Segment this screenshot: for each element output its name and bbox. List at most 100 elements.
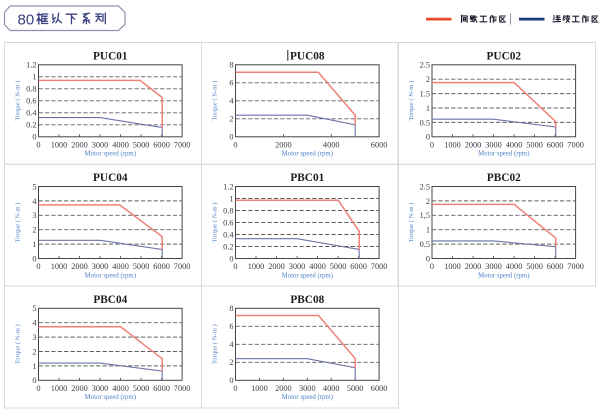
svg-text:6000: 6000	[547, 140, 564, 149]
svg-text:Torque ( N-m ): Torque ( N-m )	[14, 202, 21, 242]
svg-text:Motor speed (rpm): Motor speed (rpm)	[85, 151, 136, 158]
svg-text:0: 0	[430, 262, 434, 271]
svg-text:PBC04: PBC04	[93, 294, 127, 306]
svg-text:Torque ( N-m ): Torque ( N-m )	[211, 202, 218, 242]
svg-text:5000: 5000	[526, 262, 543, 271]
svg-text:3000: 3000	[92, 140, 109, 149]
svg-text:6000: 6000	[350, 262, 367, 271]
svg-text:5000: 5000	[330, 262, 347, 271]
svg-text:0: 0	[229, 376, 233, 385]
svg-text:0.8: 0.8	[223, 206, 233, 215]
svg-text:2: 2	[229, 115, 233, 124]
svg-text:Torque ( N-m ): Torque ( N-m )	[14, 81, 21, 121]
svg-text:4000: 4000	[112, 384, 129, 393]
svg-text:3000: 3000	[92, 384, 109, 393]
svg-text:6000: 6000	[153, 384, 170, 393]
svg-text:1.5: 1.5	[420, 90, 430, 99]
svg-text:6000: 6000	[371, 384, 388, 393]
svg-text:PUC01: PUC01	[93, 50, 128, 62]
svg-text:6000: 6000	[153, 262, 170, 271]
svg-text:1: 1	[229, 194, 233, 203]
svg-text:Torque ( N-m ): Torque ( N-m )	[211, 81, 218, 121]
svg-text:3000: 3000	[299, 384, 316, 393]
svg-text:7000: 7000	[174, 262, 191, 271]
svg-text:4000: 4000	[323, 384, 340, 393]
svg-text:4: 4	[229, 97, 234, 106]
svg-text:Motor speed (rpm): Motor speed (rpm)	[85, 394, 136, 401]
svg-text:PUC08: PUC08	[290, 50, 325, 62]
svg-text:2000: 2000	[275, 140, 292, 149]
svg-text:0: 0	[32, 376, 36, 385]
svg-text:6: 6	[229, 79, 233, 88]
svg-text:2: 2	[229, 358, 233, 367]
svg-text:PBC08: PBC08	[290, 294, 324, 306]
svg-text:0: 0	[430, 140, 434, 149]
svg-text:2000: 2000	[275, 384, 292, 393]
svg-text:Motor speed (rpm): Motor speed (rpm)	[478, 151, 529, 158]
svg-text:2000: 2000	[268, 262, 285, 271]
svg-text:Torque ( N-m ): Torque ( N-m )	[408, 202, 415, 242]
svg-text:0: 0	[233, 262, 237, 271]
svg-text:5000: 5000	[133, 384, 150, 393]
svg-text:0.5: 0.5	[420, 118, 430, 127]
svg-text:1000: 1000	[251, 384, 268, 393]
svg-text:1000: 1000	[444, 262, 461, 271]
svg-text:0: 0	[36, 140, 40, 149]
svg-text:3000: 3000	[289, 262, 306, 271]
svg-text:0: 0	[233, 140, 237, 149]
svg-text:0: 0	[233, 384, 237, 393]
svg-text:1: 1	[32, 240, 36, 249]
svg-text:7000: 7000	[174, 140, 191, 149]
svg-text:2: 2	[32, 226, 36, 235]
svg-text:7000: 7000	[567, 262, 584, 271]
svg-text:0: 0	[32, 133, 36, 142]
svg-text:1: 1	[32, 362, 36, 371]
svg-text:2: 2	[32, 347, 36, 356]
svg-text:PBC01: PBC01	[290, 172, 324, 184]
svg-text:4000: 4000	[506, 140, 523, 149]
svg-text:5000: 5000	[526, 140, 543, 149]
svg-text:5: 5	[32, 304, 36, 313]
svg-text:PUC02: PUC02	[487, 50, 522, 62]
svg-text:3000: 3000	[485, 262, 502, 271]
svg-text:0: 0	[426, 254, 430, 263]
svg-text:0: 0	[229, 133, 233, 142]
svg-text:6000: 6000	[371, 140, 388, 149]
svg-text:2000: 2000	[465, 262, 482, 271]
svg-text:2000: 2000	[71, 384, 88, 393]
svg-text:6000: 6000	[153, 140, 170, 149]
svg-text:Torque ( N-m ): Torque ( N-m )	[408, 81, 415, 121]
svg-text:3: 3	[32, 211, 36, 220]
svg-text:7000: 7000	[174, 384, 191, 393]
svg-text:5000: 5000	[347, 384, 364, 393]
svg-text:4000: 4000	[112, 262, 129, 271]
svg-text:0: 0	[32, 254, 36, 263]
svg-text:PUC04: PUC04	[93, 172, 128, 184]
svg-text:1: 1	[426, 226, 430, 235]
svg-text:80: 80	[18, 11, 35, 28]
svg-text:2000: 2000	[71, 262, 88, 271]
svg-text:0.4: 0.4	[26, 109, 37, 118]
svg-text:7000: 7000	[371, 262, 388, 271]
svg-text:0: 0	[426, 133, 430, 142]
svg-text:2000: 2000	[71, 140, 88, 149]
svg-text:Torque ( N-m ): Torque ( N-m )	[14, 324, 21, 364]
svg-text:2000: 2000	[465, 140, 482, 149]
svg-text:5000: 5000	[133, 262, 150, 271]
svg-text:0.8: 0.8	[26, 85, 36, 94]
svg-text:0.2: 0.2	[26, 121, 36, 130]
svg-text:4: 4	[229, 340, 234, 349]
svg-text:0.5: 0.5	[420, 240, 430, 249]
svg-text:6: 6	[229, 322, 233, 331]
svg-text:4000: 4000	[112, 140, 129, 149]
svg-text:PBC02: PBC02	[487, 172, 521, 184]
svg-text:1000: 1000	[51, 384, 68, 393]
svg-text:6000: 6000	[547, 262, 564, 271]
svg-text:5: 5	[32, 182, 36, 191]
svg-text:1.2: 1.2	[26, 61, 36, 70]
svg-text:4: 4	[32, 319, 37, 328]
svg-text:1.2: 1.2	[223, 182, 233, 191]
svg-text:0: 0	[36, 262, 40, 271]
svg-text:0.6: 0.6	[26, 97, 36, 106]
svg-text:1: 1	[32, 73, 36, 82]
